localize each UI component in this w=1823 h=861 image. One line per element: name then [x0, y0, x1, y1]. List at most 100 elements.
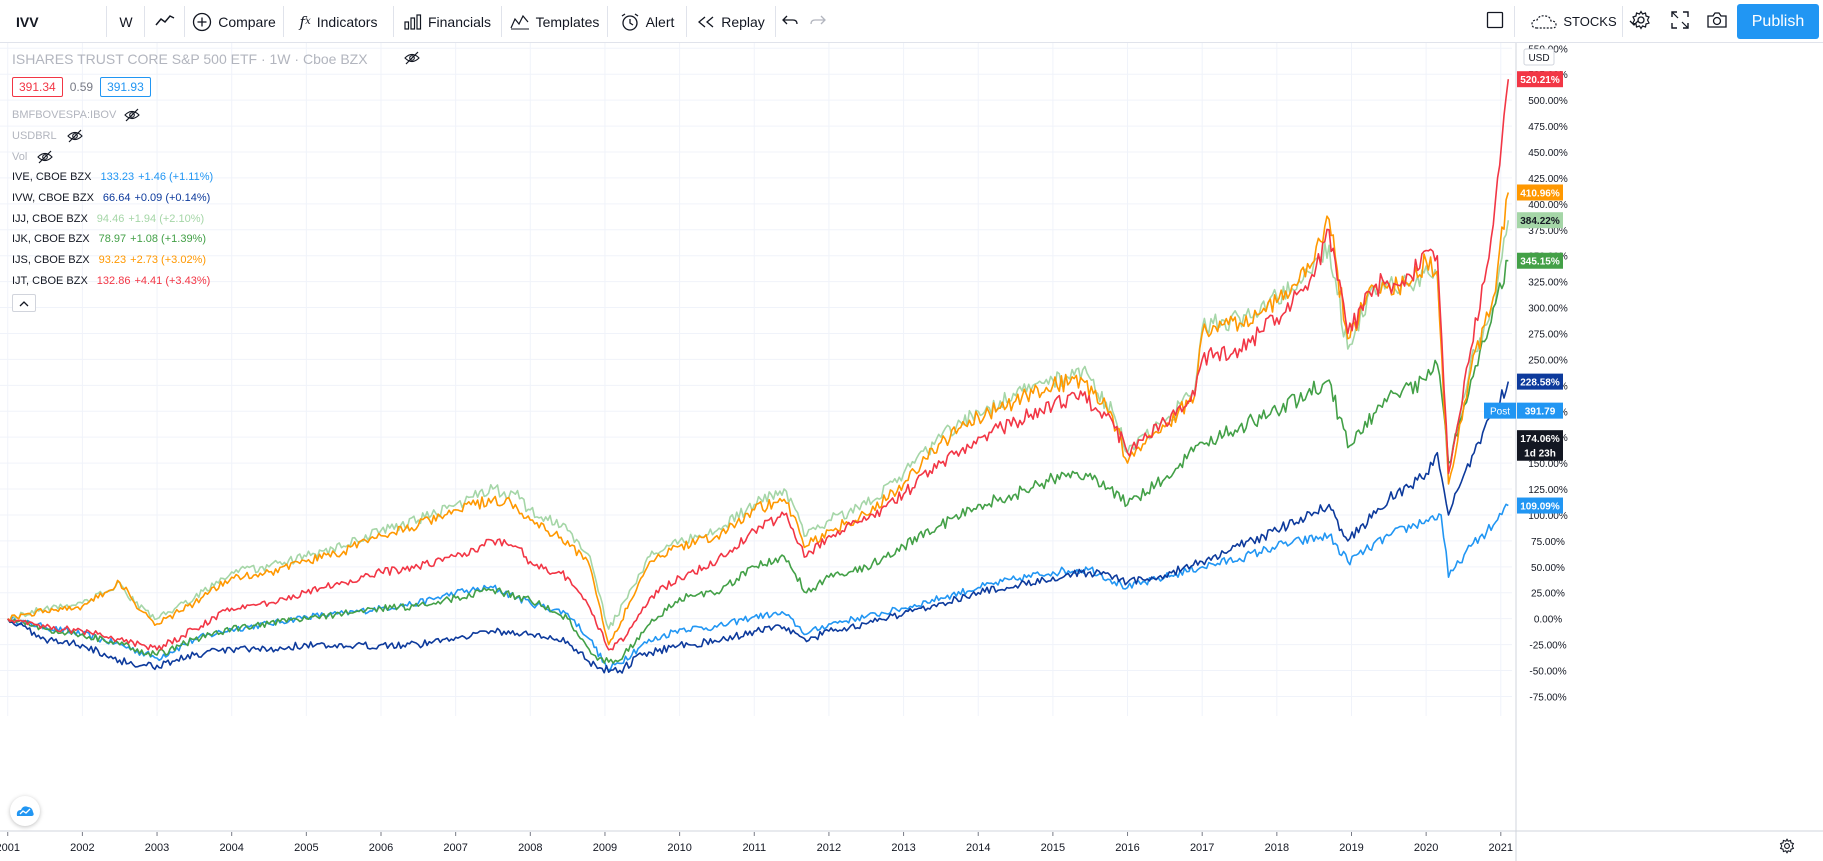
expand-icon [1671, 11, 1689, 32]
last-value-label [1517, 184, 1563, 201]
legend-comparison-row[interactable]: IVW, CBOE BZX 66.64 +0.09 (+0.14%) [12, 188, 420, 209]
legend-comparison-row[interactable]: IVE, CBOE BZX 133.23 +1.46 (+1.11%) [12, 167, 420, 188]
time-tick-label: 2006 [369, 842, 393, 854]
series-line [7, 381, 1510, 674]
price-tick-label: 425.00% [1528, 174, 1568, 185]
eye-off-icon[interactable] [66, 129, 83, 143]
last-value-text: 109.09% [1520, 502, 1560, 513]
bid-ask-row: 391.34 0.59 391.93 [12, 76, 420, 98]
last-value-label [1517, 497, 1563, 514]
publish-button[interactable]: Publish [1737, 4, 1819, 39]
snapshot-button[interactable] [1700, 0, 1734, 43]
series-line [7, 503, 1509, 672]
bid-price[interactable]: 391.34 [12, 77, 63, 97]
main-series-title[interactable]: ISHARES TRUST CORE S&P 500 ETF · 1W · Cb… [12, 50, 420, 68]
comparison-price: 93.23 [98, 254, 127, 267]
compare-button[interactable]: Compare [186, 0, 282, 43]
fullscreen-select-button[interactable] [1478, 0, 1512, 43]
eye-off-icon[interactable] [403, 51, 420, 68]
axis-settings-gear-icon[interactable] [1779, 838, 1795, 859]
currency-label: USD [1528, 53, 1549, 64]
comparison-symbol: IJK, CBOE BZX [12, 233, 90, 246]
price-tick-label: 25.00% [1531, 589, 1565, 600]
time-tick-label: 2014 [966, 842, 990, 854]
price-tick-label: -75.00% [1529, 692, 1566, 703]
price-tick-label: 75.00% [1531, 537, 1565, 548]
time-tick-label: 2010 [667, 842, 691, 854]
legend-ibov[interactable]: BMFBOVESPA:IBOV [12, 104, 420, 125]
series-line [7, 79, 1510, 651]
price-tick-label: 375.00% [1528, 226, 1568, 237]
gear-icon [1631, 10, 1651, 33]
camera-icon [1706, 11, 1728, 32]
alert-button[interactable]: Alert [609, 0, 685, 43]
chart-grid [0, 43, 1512, 716]
comparison-symbol: IVW, CBOE BZX [12, 192, 94, 205]
alarm-clock-icon [620, 12, 640, 32]
time-tick-label: 2021 [1489, 842, 1513, 854]
line-chart-icon [155, 13, 175, 30]
chevron-up-icon [19, 296, 29, 310]
last-value-label [1517, 373, 1563, 390]
time-tick-label: 2015 [1041, 842, 1065, 854]
tradingview-logo-icon[interactable] [10, 796, 40, 826]
last-value-label [1517, 71, 1563, 88]
stocks-layout-button[interactable]: STOCKS [1516, 0, 1654, 43]
series-line [7, 259, 1509, 664]
time-tick-label: 2013 [891, 842, 915, 854]
comparison-change: +1.08 (+1.39%) [130, 233, 207, 246]
plus-circle-icon [192, 12, 212, 32]
price-tick-label: 150.00% [1528, 459, 1568, 470]
replay-button[interactable]: Replay [688, 0, 774, 43]
interval-button[interactable]: W [119, 13, 133, 30]
last-value-label [1517, 402, 1563, 419]
fullscreen-button[interactable] [1663, 0, 1697, 43]
price-tick-label: -25.00% [1529, 641, 1566, 652]
legend-comparison-row[interactable]: IJJ, CBOE BZX 94.46 +1.94 (+2.10%) [12, 208, 420, 229]
chart-style-button[interactable] [146, 0, 184, 43]
legend-comparison-row[interactable]: IJK, CBOE BZX 78.97 +1.08 (+1.39%) [12, 229, 420, 250]
legend-usdbrl[interactable]: USDBRL [12, 125, 420, 146]
legend-comparison-row[interactable]: IJS, CBOE BZX 93.23 +2.73 (+3.02%) [12, 250, 420, 271]
undo-icon [782, 13, 798, 30]
templates-icon [510, 14, 530, 30]
comparison-symbol: IJS, CBOE BZX [12, 254, 90, 267]
symbol-search[interactable]: IVV [16, 13, 39, 30]
time-tick-label: 2019 [1339, 842, 1363, 854]
undo-button[interactable] [777, 0, 803, 43]
last-value-text: 174.06% [1520, 434, 1560, 445]
last-value-text: 391.79 [1525, 407, 1556, 418]
last-value-text: 1d 23h [1524, 449, 1556, 460]
legend-comparison-row[interactable]: IJT, CBOE BZX 132.86 +4.41 (+3.43%) [12, 270, 420, 291]
time-axis: 2001 2002 2003 2004 2005 2006 2007 2008 2009 2010… [0, 830, 1823, 854]
eye-off-icon[interactable] [37, 150, 54, 164]
collapse-legend-button[interactable] [12, 294, 36, 313]
time-tick-label: 2008 [518, 842, 542, 854]
ask-price[interactable]: 391.93 [100, 77, 151, 97]
price-tick-label: 275.00% [1528, 329, 1568, 340]
time-tick-label: 2001 [0, 842, 20, 854]
redo-button[interactable] [805, 0, 831, 43]
spread: 0.59 [69, 80, 94, 94]
templates-button[interactable]: Templates [503, 0, 606, 43]
comparison-price: 94.46 [96, 212, 125, 225]
financials-button[interactable]: Financials [395, 0, 500, 43]
time-tick-label: 2018 [1265, 842, 1289, 854]
rewind-icon [697, 15, 715, 29]
legend-volume[interactable]: Vol [12, 146, 420, 167]
comparison-change: +4.41 (+3.43%) [134, 274, 211, 287]
last-value-text: 520.21% [1520, 75, 1560, 86]
time-tick-label: 2005 [294, 842, 318, 854]
comparison-price: 78.97 [98, 233, 127, 246]
time-tick-label: 2007 [443, 842, 467, 854]
price-tick-label: 475.00% [1528, 122, 1568, 133]
last-value-text: 384.22% [1520, 216, 1560, 227]
chart-settings-button[interactable] [1624, 0, 1658, 43]
bar-chart-icon [404, 13, 422, 30]
price-tick-label: 50.00% [1531, 563, 1565, 574]
eye-off-icon[interactable] [124, 108, 141, 122]
time-tick-label: 2009 [593, 842, 617, 854]
